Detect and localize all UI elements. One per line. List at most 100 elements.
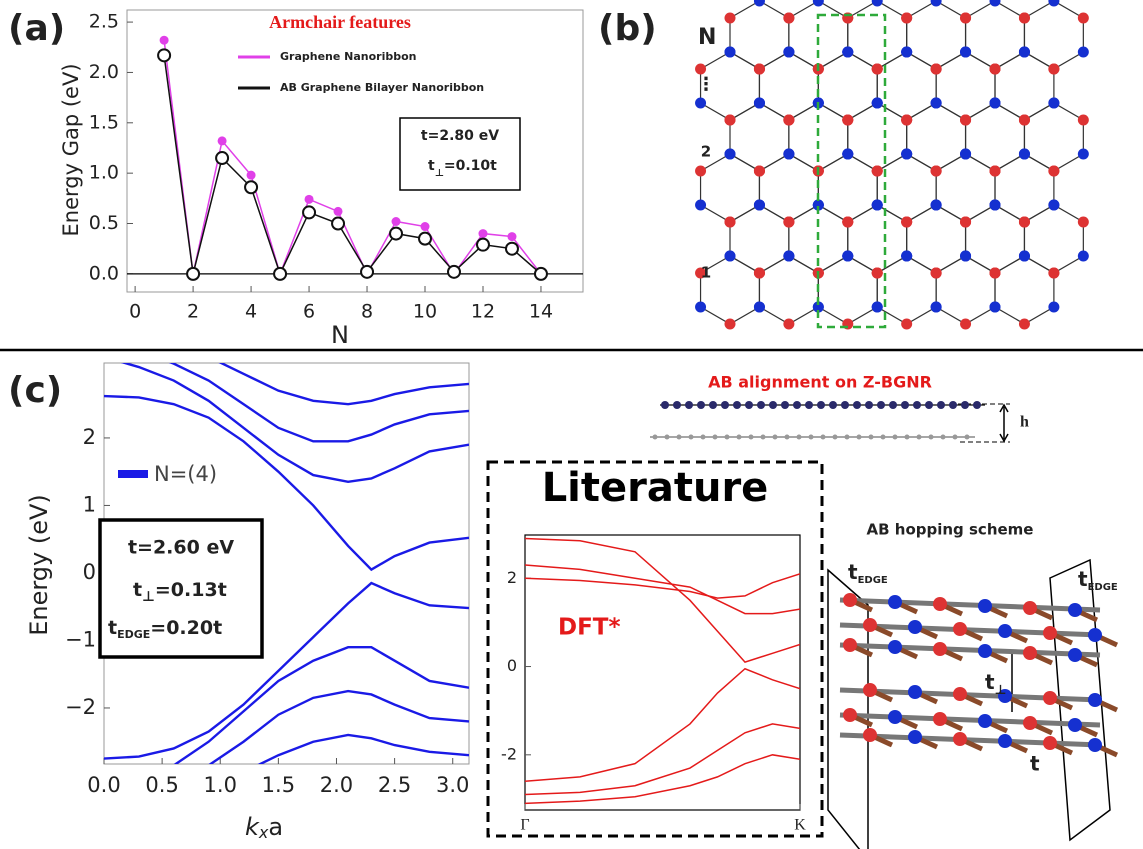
atom [871, 97, 883, 109]
atom [843, 638, 857, 652]
atom [978, 599, 992, 613]
atom [724, 46, 736, 58]
atom [783, 318, 795, 330]
atom [1018, 114, 1030, 126]
atom [841, 401, 849, 409]
hexagon [1023, 0, 1084, 70]
text-piece: k [245, 813, 260, 841]
atom [695, 165, 707, 177]
atom [888, 595, 902, 609]
hexagon [935, 51, 996, 121]
atom [989, 301, 1001, 313]
x-tick-label: 1.0 [204, 773, 237, 797]
atom [933, 642, 947, 656]
atom [940, 434, 946, 440]
bond [839, 597, 1101, 613]
atom [1077, 250, 1089, 262]
atom [928, 434, 934, 440]
data-point [418, 231, 433, 246]
panel-label: (a) [8, 8, 65, 49]
series-line [208, 689, 469, 764]
atom [700, 434, 706, 440]
text-piece: x [258, 823, 269, 842]
data-point [391, 217, 401, 226]
atom [1048, 165, 1060, 177]
atom [842, 114, 854, 126]
text-piece: t [428, 158, 435, 174]
data-point [217, 136, 227, 146]
data-point [246, 170, 256, 180]
hexagon [758, 255, 819, 325]
text-piece: a [268, 813, 283, 841]
atom [871, 267, 883, 279]
data-point [478, 229, 488, 239]
atom [930, 63, 942, 75]
atom [960, 216, 972, 228]
hexagon [817, 255, 878, 325]
atom [1088, 628, 1102, 642]
data-point [504, 241, 519, 256]
atom [753, 301, 765, 313]
atom [820, 434, 826, 440]
atom [757, 401, 765, 409]
atom [888, 710, 902, 724]
series-layer [104, 363, 469, 764]
x-tick-label: 2.0 [320, 773, 353, 797]
atom [877, 401, 885, 409]
atom [760, 434, 766, 440]
text-piece: t [133, 579, 142, 601]
schematic-title: AB alignment on Z-BGNR [708, 373, 932, 392]
atom [695, 97, 707, 109]
text-piece: t [985, 670, 995, 694]
atom [863, 683, 877, 697]
text-piece: t [108, 617, 117, 639]
atom [998, 624, 1012, 638]
y-axis-label: Energy Gap (eV) [59, 63, 83, 236]
y-tick-label: 2.0 [89, 61, 119, 83]
y-tick-label: −2 [65, 695, 96, 719]
hexagon [994, 255, 1055, 325]
x-tick-label: 14 [529, 301, 553, 323]
atom [930, 301, 942, 313]
atom [829, 401, 837, 409]
y-tick-label: 1.0 [89, 162, 119, 184]
annotation: DFT* [558, 615, 621, 641]
atom [961, 401, 969, 409]
data-point [331, 216, 346, 231]
data-point [273, 266, 288, 281]
atom [1077, 46, 1089, 58]
atom [901, 148, 913, 160]
series-line [525, 754, 800, 805]
atom [781, 401, 789, 409]
text-piece: EDGE [117, 628, 150, 641]
param-text: t=2.60 eV [128, 537, 234, 559]
atom [753, 165, 765, 177]
atom [697, 401, 705, 409]
atom [863, 728, 877, 742]
series-line [525, 667, 800, 783]
atom [753, 97, 765, 109]
hexagon [906, 204, 967, 274]
atom [783, 46, 795, 58]
atom [964, 434, 970, 440]
data-point [244, 180, 259, 195]
atom [1088, 738, 1102, 752]
data-point [360, 264, 375, 279]
y-tick-label: 2 [83, 425, 96, 449]
atom [1023, 601, 1037, 615]
atom [989, 199, 1001, 211]
data-point [507, 232, 517, 242]
atom [930, 199, 942, 211]
series-line [525, 537, 800, 663]
hexagon [788, 0, 849, 70]
panel-label: (c) [8, 370, 62, 411]
atom [724, 148, 736, 160]
literature-box [486, 460, 824, 838]
hexagon [758, 51, 819, 121]
atom [1068, 718, 1082, 732]
atom [748, 434, 754, 440]
atom [712, 434, 718, 440]
atom [856, 434, 862, 440]
atom [843, 708, 857, 722]
legend-label: N=(4) [154, 462, 217, 486]
